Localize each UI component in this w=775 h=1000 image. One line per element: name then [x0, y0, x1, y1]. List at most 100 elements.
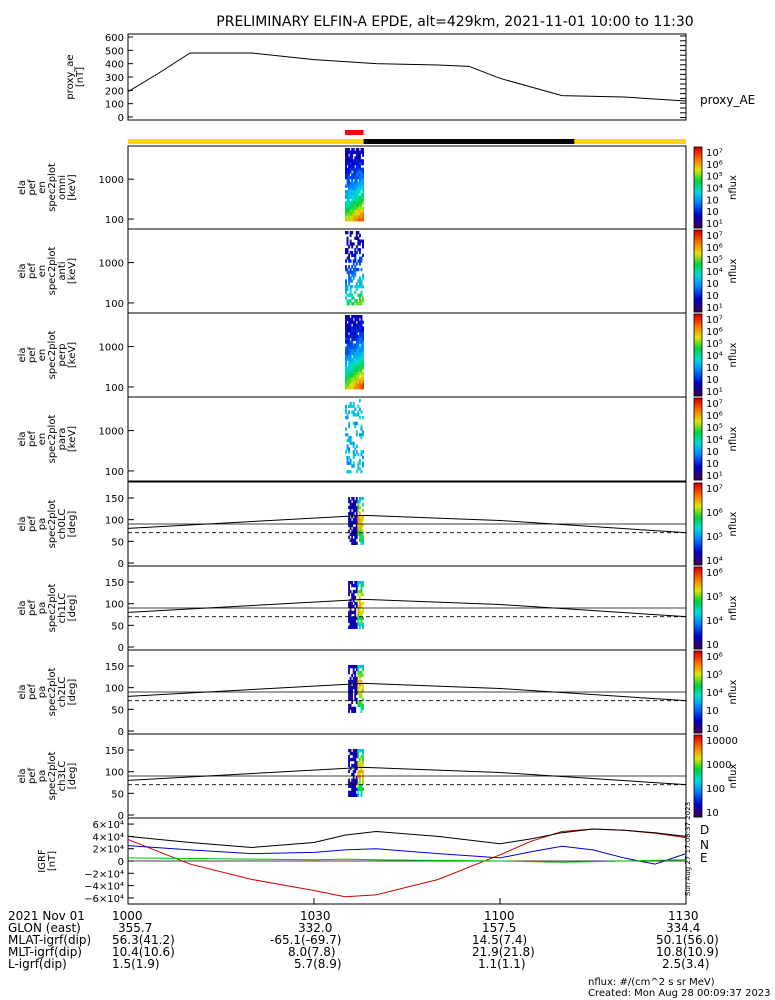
spectrogram-anti-cell-11-8	[362, 254, 364, 257]
pitch-ch0LC-cell-1-8	[350, 518, 352, 521]
pitch-ch1LC-cell-4-10	[354, 596, 356, 599]
spectrogram-perp-colorbar-tick-1: 10⁶	[706, 327, 723, 338]
spectrogram-para-cell-1-16	[347, 445, 349, 448]
l-value-4: 2.5(3.4)	[662, 958, 710, 970]
spectrogram-para-colorbar-tick-6: 10¹	[706, 471, 723, 482]
igrf-ytick-4: −2×10⁴	[84, 869, 124, 880]
spectrogram-para-cell-5-23	[353, 464, 355, 467]
status-segment-0	[128, 139, 364, 144]
pitch-ch1LC-ytick-0: 150	[105, 578, 124, 589]
proxy-ae-ytick-6: 0	[118, 113, 124, 124]
spectrogram-anti-ylabel: ela pef en spec2plot anti [keV]	[17, 247, 78, 296]
spectrogram-anti-cell-10-10	[361, 259, 363, 262]
spectrogram-perp-cell-0-17	[345, 363, 347, 366]
spectrogram-para-cell-9-0	[359, 399, 361, 402]
spectrogram-anti-cell-0-23	[345, 296, 347, 299]
spectrogram-perp-cell-11-18	[362, 366, 364, 369]
pitch-ch2LC-ylabel-line-5: [deg]	[67, 679, 78, 706]
status-segment-2	[574, 139, 686, 144]
pitch-ch3LC-cell-3-7	[353, 773, 355, 776]
pitch-ch2LC-cell-1-11	[350, 677, 352, 680]
spectrogram-para-colorbar-tick-5: 10⁲	[706, 459, 719, 470]
pitch-ch1LC-colorbar-tick-3: 10⁳	[706, 640, 719, 651]
pitch-ch0LC-cell-3-15	[353, 497, 355, 500]
pitch-ch1LC-cell-2-8	[351, 602, 353, 605]
spectrogram-para-cell-5-20	[353, 456, 355, 459]
spectrogram-anti-cell-0-21	[345, 291, 347, 294]
spectrogram-omni-cell-11-17	[362, 196, 364, 199]
spectrogram-para-ylabel: ela pef en spec2plot para [keV]	[17, 415, 78, 464]
pitch-ch0LC-cell-2-2	[351, 536, 353, 539]
spectrogram-anti-cell-2-8	[348, 254, 350, 257]
spectrogram-perp-ytick-1: 100	[105, 383, 124, 394]
spectrogram-anti-cell-11-4	[362, 242, 364, 245]
spectrogram-para-cell-0-4	[345, 410, 347, 413]
pitch-ch0LC-colorbar-tick-0: 10⁷	[706, 484, 723, 495]
spectrogram-para-cell-1-12	[347, 433, 349, 436]
pitch-ch3LC-ylabel: ela pef pa spec2plot ch3LC [deg]	[17, 752, 78, 801]
spectrogram-anti-cell-1-3	[347, 240, 349, 243]
spectrogram-para-cell-10-19	[361, 453, 363, 456]
spectrogram-anti-cell-9-11	[359, 262, 361, 265]
side-stamp: Sun Aug 27 17:08:37 2023	[684, 802, 692, 896]
pitch-ch1LC-cell-6-2	[357, 620, 359, 623]
pitch-ch2LC-colorbar-tick-0: 10⁶	[706, 652, 723, 663]
pitch-ch2LC-cell-2-12	[351, 674, 353, 677]
pitch-ch0LC-cell-8-5	[361, 527, 363, 530]
proxy-ae-line	[128, 53, 686, 101]
spectrogram-para-cell-5-4	[353, 410, 355, 413]
spectrogram-para-ylabel-line-5: [keV]	[67, 426, 78, 452]
pitch-ch0LC-cell-9-0	[362, 542, 364, 545]
spectrogram-anti-cell-3-10	[350, 259, 352, 262]
spectrogram-perp-cell-11-6	[362, 332, 364, 335]
spectrogram-anti-cell-4-22	[351, 294, 353, 297]
spectrogram-omni-colorbar-tick-3: 10⁴	[706, 184, 723, 195]
pitch-ch2LC-colorbar-tick-4: 10⁲	[706, 724, 719, 735]
pitch-ch3LC-cell-0-8	[348, 770, 350, 773]
spectrogram-omni-cell-11-0	[362, 148, 364, 151]
spectrogram-perp-cell-11-12	[362, 349, 364, 352]
spectrogram-para-ytick-0: 1000	[99, 427, 124, 438]
spectrogram-omni-colorbar-tick-6: 10¹	[706, 219, 723, 230]
spectrogram-para-cell-11-12	[362, 433, 364, 436]
pitch-ch0LC-cell-5-0	[356, 542, 358, 545]
spectrogram-para-cell-9-6	[359, 416, 361, 419]
spectrogram-omni-cell-11-25	[362, 218, 364, 221]
pitch-ch3LC-cell-9-11	[362, 761, 364, 764]
igrf-ytick-2: 2×10⁴	[93, 845, 124, 856]
spectrogram-anti-colorbar-tick-0: 10⁷	[706, 231, 723, 242]
spectrogram-omni-colorbar-label: nflux	[728, 175, 739, 200]
pitch-ch3LC-cell-8-3	[361, 785, 363, 788]
pitch-ch0LC-ytick-0: 150	[105, 494, 124, 505]
pitch-ch2LC-cell-0-14	[348, 668, 350, 671]
pitch-ch2LC-cell-8-13	[361, 671, 363, 674]
spectrogram-para-cell-1-6	[347, 416, 349, 419]
spectrogram-anti-cell-1-4	[347, 242, 349, 245]
spectrogram-perp-cell-11-24	[362, 383, 364, 386]
pitch-ch2LC-cell-5-4	[356, 698, 358, 701]
spectrogram-anti-cell-1-6	[347, 248, 349, 251]
pitch-ch3LC-colorbar-tick-0: 10000	[706, 736, 738, 747]
spectrogram-anti-cell-11-16	[362, 277, 364, 280]
spectrogram-omni-cell-9-2	[359, 154, 361, 157]
igrf-ytick-6: −6×10⁴	[84, 894, 124, 905]
spectrogram-perp-cell-4-9	[351, 341, 353, 344]
spectrogram-anti-cell-1-19	[347, 285, 349, 288]
proxy-ae-ytick-0: 600	[105, 33, 124, 44]
spectrogram-anti-cell-11-15	[362, 274, 364, 277]
spectrogram-anti-cell-10-9	[361, 257, 363, 260]
pitch-ch1LC-colorbar-label: nflux	[728, 595, 739, 620]
spectrogram-omni-cell-11-24	[362, 215, 364, 218]
spectrogram-anti-colorbar-tick-1: 10⁶	[706, 243, 723, 254]
pitch-ch2LC-ytick-3: 0	[118, 727, 124, 738]
spectrogram-para-cell-0-18	[345, 450, 347, 453]
spectrogram-perp-cell-10-0	[361, 315, 363, 318]
spectrogram-anti-ylabel-line-5: [keV]	[67, 258, 78, 284]
spectrogram-anti-cell-5-25	[353, 302, 355, 305]
pitch-ch0LC-cell-9-3	[362, 533, 364, 536]
pitch-ch1LC-cell-1-4	[350, 614, 352, 617]
spectrogram-perp-cell-11-20	[362, 372, 364, 375]
spectrogram-omni-cell-11-10	[362, 176, 364, 179]
pitch-ch2LC-cell-4-13	[354, 671, 356, 674]
pitch-ch0LC-cell-4-1	[354, 539, 356, 542]
